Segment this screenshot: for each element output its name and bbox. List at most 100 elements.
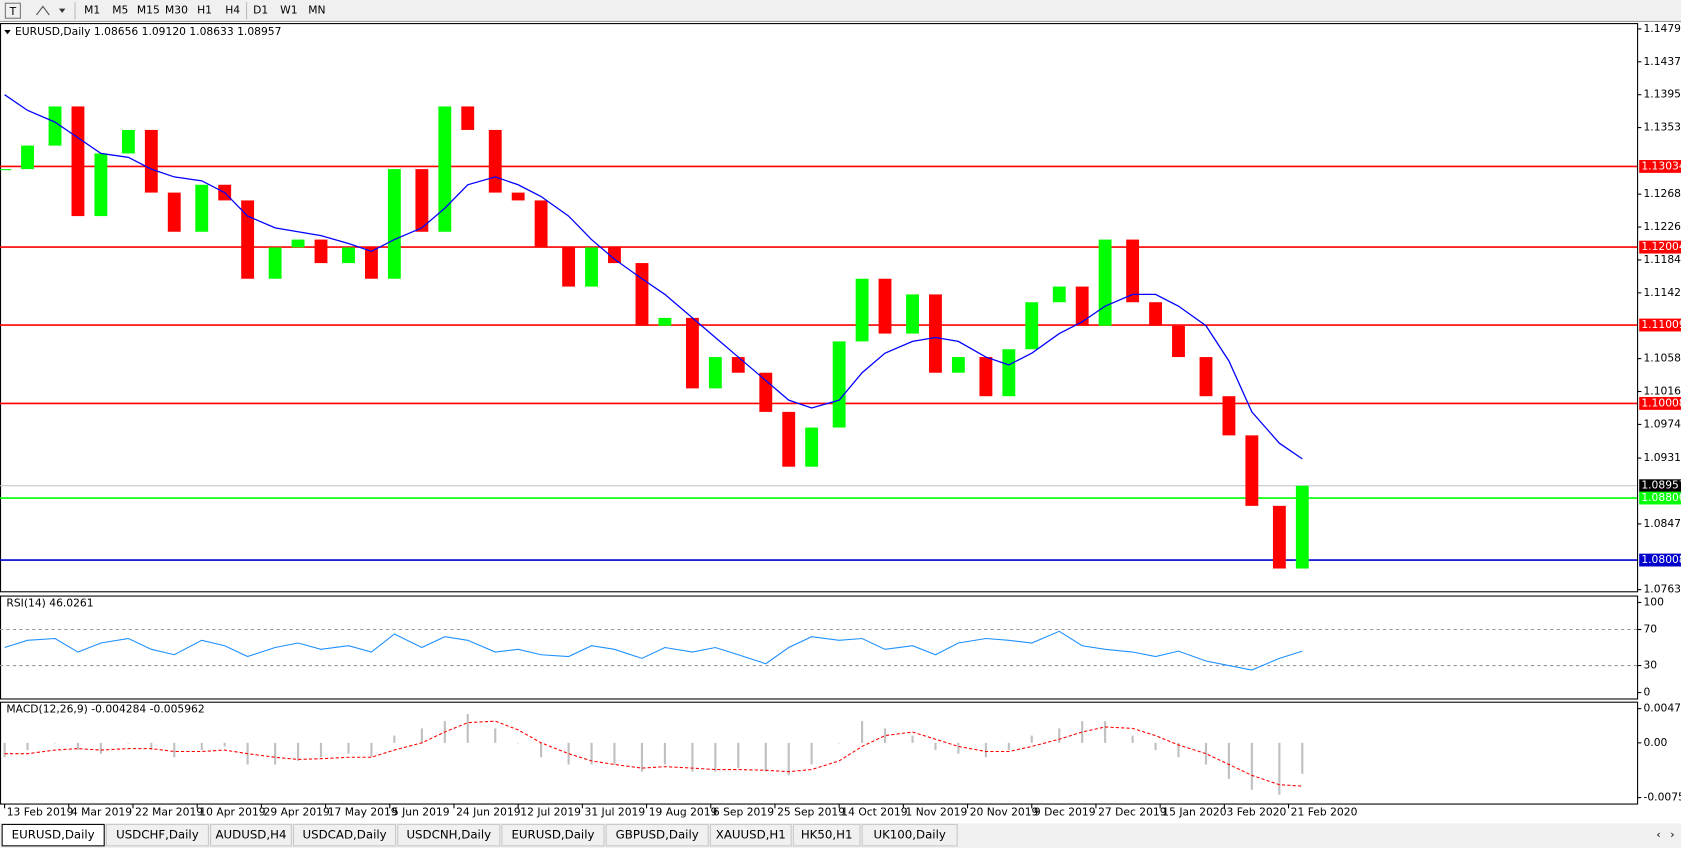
macd-bar [517, 742, 520, 744]
macd-bar [810, 742, 813, 765]
x-tick-label: 3 Feb 2020 [1226, 806, 1286, 819]
macd-bar [1177, 742, 1180, 758]
macd-bar [26, 742, 29, 751]
x-tick-label: 9 Dec 2019 [1034, 806, 1096, 819]
tab-label[interactable]: EURUSD,Daily [511, 828, 594, 842]
macd-bar [393, 735, 396, 743]
tab-label[interactable]: AUDUSD,H4 [215, 828, 286, 842]
tab[interactable] [861, 823, 958, 847]
price-tick-label: 1.09310 [1643, 451, 1681, 464]
rsi-tick-label: 0 [1643, 686, 1650, 699]
candle [342, 247, 355, 264]
candle [782, 411, 796, 467]
candle [1272, 505, 1286, 569]
timeframe-button[interactable]: MN [308, 4, 325, 17]
tab-label[interactable]: USDCNH,Daily [406, 828, 491, 842]
macd-bar [173, 742, 176, 758]
x-tick-label: 1 Nov 2019 [905, 806, 967, 819]
tab[interactable] [397, 823, 501, 847]
tab-label[interactable]: GBPUSD,Daily [616, 828, 699, 842]
macd-bar [1301, 742, 1304, 774]
price-label-box [1639, 240, 1681, 254]
price-label: 1.08800 [1641, 491, 1681, 504]
candle [731, 357, 745, 373]
x-tick-label: 5 Jun 2019 [392, 806, 450, 819]
price-tick-label: 1.10160 [1643, 385, 1681, 398]
macd-bar [319, 742, 323, 758]
timeframe-button[interactable]: H1 [197, 4, 212, 17]
macd-bar [861, 721, 864, 743]
tab[interactable] [709, 823, 792, 847]
timeframe-button[interactable]: D1 [253, 4, 268, 17]
toolbar-icon[interactable] [4, 2, 21, 19]
macd-bar [274, 742, 277, 765]
scroll-right[interactable]: › [1670, 828, 1674, 841]
timeframe-button[interactable]: H4 [225, 4, 240, 17]
tab-label[interactable]: USDCAD,Daily [303, 828, 387, 842]
rsi-tick-label: 30 [1643, 659, 1657, 672]
tab-label[interactable]: HK50,H1 [801, 828, 853, 842]
scroll-left[interactable]: ‹ [1656, 828, 1660, 841]
macd-bar [1058, 728, 1061, 743]
tab[interactable] [501, 823, 605, 847]
candle [387, 169, 401, 279]
tab-label[interactable]: USDCHF,Daily [116, 828, 199, 842]
candle [1025, 302, 1039, 350]
candle [415, 169, 429, 232]
macd-bar [200, 742, 203, 751]
price-label-box [1639, 479, 1681, 493]
timeframe-button[interactable]: M5 [112, 4, 128, 17]
candle [195, 184, 209, 232]
price-label-box [1639, 160, 1681, 173]
candle [929, 294, 942, 373]
tab[interactable] [292, 823, 397, 847]
x-tick-label: 12 Jul 2019 [520, 806, 581, 819]
candle [48, 106, 62, 146]
candle [1172, 325, 1185, 358]
macd-bar [984, 742, 987, 758]
macd-bar [787, 742, 790, 776]
candle [121, 129, 135, 154]
candle [1098, 239, 1112, 326]
timeframe-button[interactable]: M1 [84, 4, 100, 17]
toolbar-icon-text: T [9, 5, 17, 18]
timeframe-button[interactable]: M30 [165, 4, 188, 17]
price-label-box [1639, 396, 1681, 410]
tab[interactable] [792, 823, 861, 847]
tab[interactable] [210, 823, 292, 847]
candle [0, 169, 12, 171]
dropdown[interactable] [58, 8, 66, 13]
tab[interactable] [1, 823, 105, 847]
timeframe-button[interactable]: W1 [280, 4, 297, 17]
timeframe-button[interactable]: M15 [137, 4, 160, 17]
candle [832, 341, 846, 428]
candle [608, 247, 621, 264]
price-label: 1.13034 [1641, 159, 1681, 172]
tab[interactable] [605, 823, 709, 847]
price-label: 1.10008 [1641, 396, 1681, 409]
price-label-box [1639, 553, 1681, 567]
candle [855, 278, 869, 342]
tab[interactable] [105, 823, 209, 847]
tab-label[interactable]: EURUSD,Daily [12, 828, 95, 842]
tab-label[interactable]: UK100,Daily [873, 828, 945, 842]
panel-frame [0, 701, 1639, 805]
price-tick-label: 1.14370 [1643, 55, 1681, 68]
price-tick-label: 1.08470 [1643, 517, 1681, 530]
macd-bar [737, 742, 740, 769]
macd-bar [663, 742, 666, 765]
tab-label[interactable]: XAUUSD,H1 [716, 828, 786, 842]
candle [268, 247, 282, 279]
macd-bar [540, 742, 543, 758]
x-tick-label: 15 Jan 2020 [1162, 806, 1226, 819]
x-tick-label: 14 Oct 2019 [841, 806, 907, 819]
candle [1002, 349, 1016, 397]
macd-bar [1227, 742, 1231, 779]
candle [951, 357, 965, 373]
candle [1199, 357, 1213, 397]
moving-average [4, 94, 1303, 460]
toolbar-icon[interactable] [36, 5, 50, 16]
candle [1075, 286, 1089, 326]
price-tick-label: 1.11840 [1643, 253, 1681, 266]
